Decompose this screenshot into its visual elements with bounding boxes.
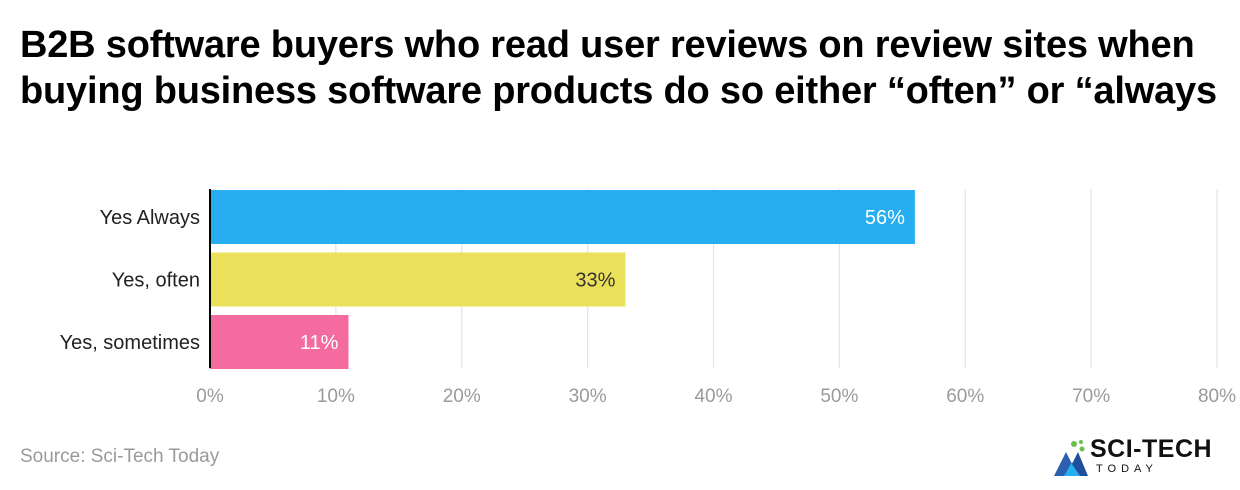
- category-label: Yes, often: [112, 270, 200, 292]
- bar: [210, 190, 915, 244]
- bar: [210, 252, 626, 307]
- data-label: 56%: [865, 207, 905, 229]
- logo-subtext: TODAY: [1096, 463, 1158, 475]
- x-tick-label: 30%: [569, 386, 607, 407]
- data-label: 11%: [300, 332, 339, 354]
- logo-text: SCI-TECH: [1090, 435, 1213, 463]
- x-tick-label: 10%: [317, 386, 355, 407]
- x-tick-label: 40%: [694, 386, 732, 407]
- x-tick-label: 60%: [946, 386, 984, 407]
- category-label: Yes, sometimes: [60, 332, 200, 354]
- chart-title: B2B software buyers who read user review…: [20, 24, 1217, 112]
- data-label: 33%: [575, 270, 615, 292]
- x-tick-label: 70%: [1072, 386, 1110, 407]
- x-tick-label: 0%: [196, 386, 224, 407]
- logo-mark-icon: [1054, 440, 1088, 476]
- sci-tech-today-logo: SCI-TECH TODAY: [1052, 434, 1227, 482]
- x-tick-label: 80%: [1198, 386, 1236, 407]
- category-label: Yes Always: [100, 207, 200, 229]
- x-tick-label: 50%: [820, 386, 858, 407]
- source-note: Source: Sci-Tech Today: [20, 446, 220, 467]
- bar: [210, 315, 349, 369]
- x-tick-label: 20%: [443, 386, 481, 407]
